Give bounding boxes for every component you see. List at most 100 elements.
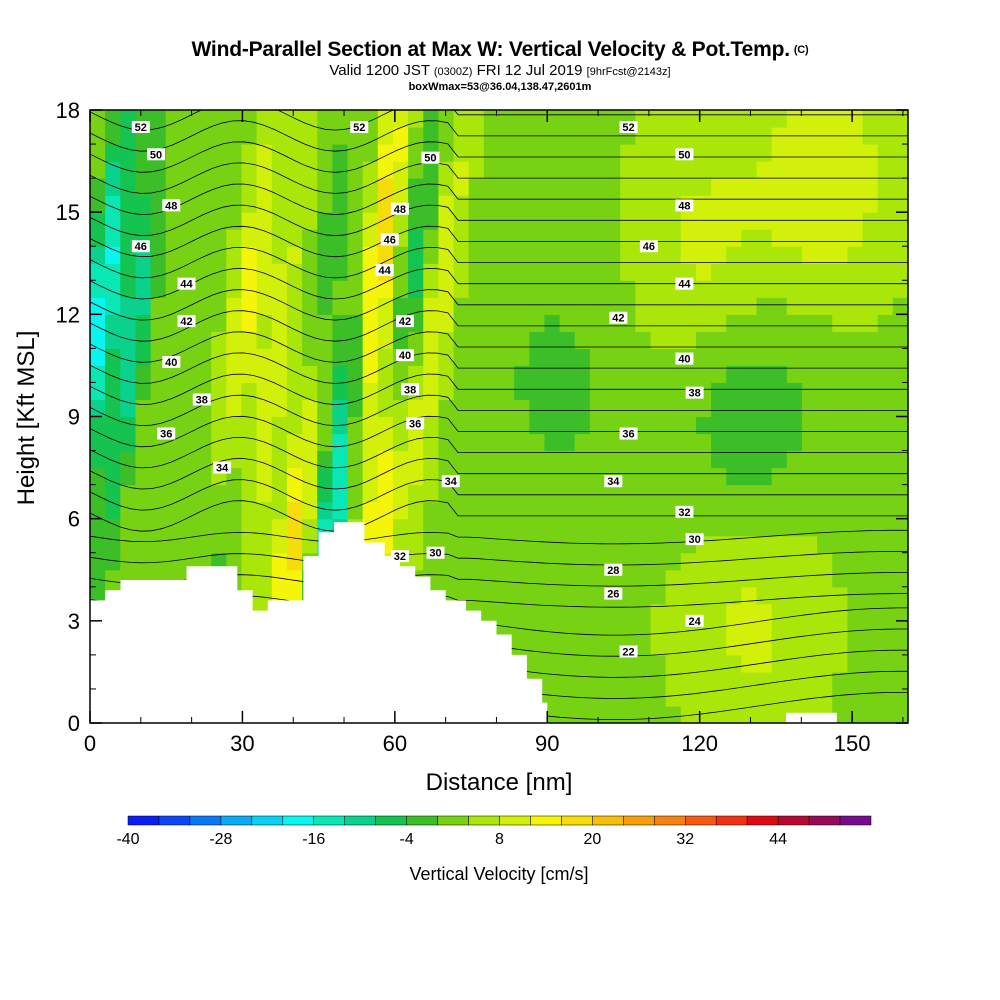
- field-cell: [817, 144, 833, 162]
- field-cell: [438, 280, 455, 298]
- field-cell: [317, 263, 333, 281]
- field-cell: [877, 348, 894, 367]
- field-cell: [514, 212, 530, 230]
- field-cell: [877, 161, 894, 179]
- field-cell: [695, 331, 712, 349]
- field-cell: [408, 484, 424, 503]
- field-cell: [241, 433, 258, 452]
- field-cell: [574, 518, 591, 537]
- field-cell: [665, 654, 682, 673]
- theta-contour-line: [90, 373, 908, 406]
- field-cell: [620, 280, 636, 298]
- field-cell: [559, 569, 576, 588]
- field-cell: [680, 246, 697, 264]
- field-cell: [120, 501, 137, 520]
- field-cell: [877, 229, 894, 247]
- field-cell: [499, 433, 515, 452]
- field-cell: [605, 688, 621, 707]
- field-cell: [892, 144, 908, 162]
- field-cell: [468, 518, 485, 537]
- field-cell: [211, 127, 227, 145]
- theta-contour-line: [90, 352, 908, 384]
- field-cell: [892, 620, 908, 639]
- field-cell: [877, 144, 894, 162]
- field-cell: [771, 705, 788, 723]
- field-cell: [877, 569, 894, 588]
- field-cell: [635, 365, 652, 384]
- field-cell: [453, 433, 470, 452]
- field-cell: [726, 654, 742, 673]
- field-cell: [589, 501, 606, 520]
- field-cell: [514, 178, 530, 196]
- field-cell: [862, 569, 879, 588]
- field-cell: [317, 314, 333, 332]
- field-cell: [105, 195, 121, 213]
- field-cell: [620, 297, 636, 315]
- field-cell: [862, 178, 879, 196]
- field-cell: [211, 518, 227, 537]
- field-cell: [892, 671, 908, 690]
- field-cell: [468, 399, 485, 418]
- field-cell: [832, 620, 849, 639]
- field-cell: [90, 382, 106, 401]
- field-cell: [756, 161, 773, 179]
- field-cell: [801, 586, 818, 605]
- field-cell: [423, 348, 440, 367]
- field-cell: [529, 229, 546, 247]
- field-cell: [620, 161, 636, 179]
- field-cell: [120, 467, 137, 486]
- field-cell: [756, 246, 773, 264]
- field-cell: [756, 382, 773, 401]
- field-cell: [150, 518, 167, 537]
- field-cell: [817, 450, 833, 469]
- field-cell: [847, 144, 864, 162]
- field-cell: [832, 263, 849, 281]
- field-cell: [771, 501, 788, 520]
- field-cell: [483, 569, 500, 588]
- field-cell: [499, 518, 515, 537]
- field-cell: [241, 127, 258, 145]
- field-cell: [483, 297, 500, 315]
- field-cell: [877, 671, 894, 690]
- field-cell: [680, 229, 697, 247]
- field-cell: [650, 450, 667, 469]
- field-cell: [620, 688, 636, 707]
- field-cell: [847, 484, 864, 503]
- field-cell: [256, 178, 273, 196]
- svg-text:30: 30: [688, 534, 700, 546]
- theta-contour-line: [90, 162, 908, 194]
- field-cell: [862, 586, 879, 605]
- field-cell: [574, 450, 591, 469]
- field-cell: [241, 212, 258, 230]
- field-cell: [741, 450, 758, 469]
- field-cell: [817, 654, 833, 673]
- field-cell: [741, 688, 758, 707]
- field-cell: [665, 484, 682, 503]
- field-cell: [635, 569, 652, 588]
- copyright-mark: (C): [793, 44, 809, 56]
- field-cell: [317, 127, 333, 145]
- field-cell: [786, 331, 803, 349]
- field-cell: [150, 552, 167, 571]
- field-cell: [680, 552, 697, 571]
- field-cell: [817, 348, 833, 367]
- field-cell: [362, 382, 379, 401]
- field-cell: [362, 518, 379, 537]
- field-cell: [726, 586, 742, 605]
- field-cell: [302, 416, 318, 435]
- field-cell: [180, 229, 197, 247]
- field-cell: [877, 382, 894, 401]
- field-cell: [711, 671, 727, 690]
- x-tick-label: 90: [535, 731, 559, 756]
- field-cell: [847, 195, 864, 213]
- field-cell: [877, 110, 894, 128]
- field-cell: [847, 365, 864, 384]
- field-cell: [756, 195, 773, 213]
- field-cell: [529, 399, 546, 418]
- field-cell: [756, 603, 773, 622]
- field-cell: [589, 348, 606, 367]
- field-cell: [332, 229, 349, 247]
- field-cell: [241, 518, 258, 537]
- field-cell: [892, 654, 908, 673]
- field-cell: [317, 433, 333, 452]
